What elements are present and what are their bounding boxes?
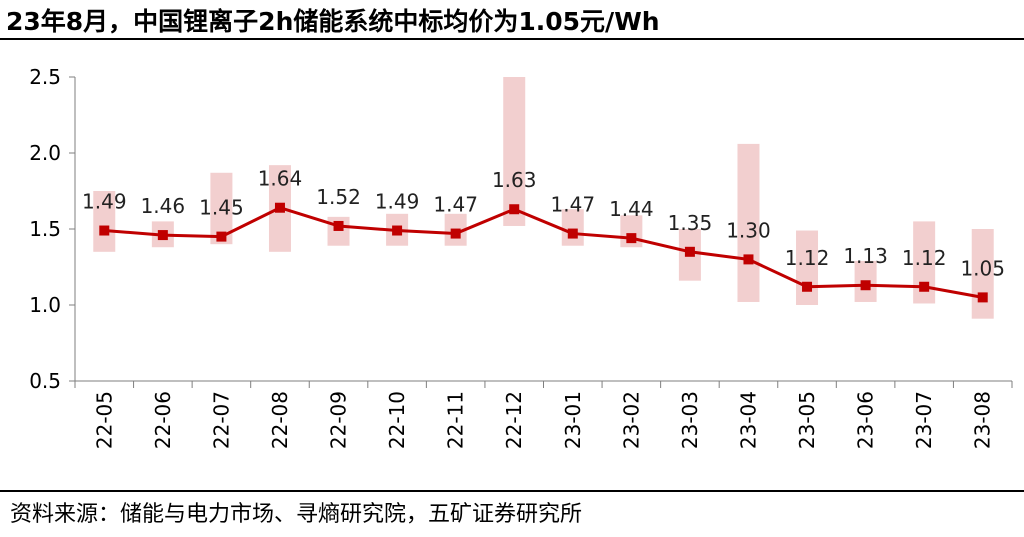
average-price-marker (743, 254, 754, 265)
data-label: 1.47 (433, 193, 478, 217)
x-tick-label: 22-08 (268, 391, 292, 449)
x-tick-label: 23-07 (912, 391, 936, 449)
data-label: 1.45 (199, 196, 244, 220)
data-label: 1.52 (316, 185, 361, 209)
footer-rule (0, 490, 1024, 492)
x-tick-label: 22-07 (209, 391, 233, 449)
data-label: 1.35 (668, 211, 713, 235)
average-price-marker (99, 225, 110, 236)
y-tick-labels: 0.5 1.0 1.5 2.0 2.5 (29, 65, 61, 393)
range-bar (210, 172, 233, 245)
range-bar (503, 77, 526, 226)
y-tick-label: 1.0 (29, 293, 61, 317)
data-label: 1.44 (609, 197, 654, 221)
data-label: 1.30 (726, 218, 771, 242)
x-tick-label: 22-05 (92, 391, 116, 449)
title-underline (0, 38, 1024, 40)
y-tick-label: 2.0 (29, 141, 61, 165)
average-price-polyline (104, 206, 983, 299)
average-price-marker (626, 233, 637, 244)
chart-title: 23年8月，中国锂离子2h储能系统中标均价为1.05元/Wh (6, 7, 660, 36)
x-tick-labels: 22-05 22-06 22-07 22-08 22-09 22-10 22-11 22-12… (92, 391, 994, 449)
x-tick-label: 22-11 (444, 391, 468, 449)
data-labels: 1.49 1.46 1.45 1.64 1.52 1.49 1.47 1.63 1.47 1.44… (82, 167, 1005, 281)
range-bar (93, 191, 116, 252)
average-price-marker (450, 228, 461, 239)
average-price-marker (802, 281, 813, 292)
average-price-marker (860, 280, 871, 291)
average-price-marker (157, 230, 168, 241)
x-tick-label: 23-02 (619, 391, 643, 449)
x-tick-label: 23-05 (795, 391, 819, 449)
average-price-marker (684, 246, 695, 257)
average-price-marker (509, 204, 520, 215)
data-label: 1.46 (141, 194, 186, 218)
x-tick-label: 23-08 (971, 391, 995, 449)
x-tick-label: 23-01 (561, 391, 585, 449)
data-label: 1.63 (492, 168, 537, 192)
average-price-line (104, 206, 983, 299)
average-price-marker (919, 281, 930, 292)
y-tick-label: 1.5 (29, 217, 61, 241)
x-tick-label: 22-10 (385, 391, 409, 449)
axes (69, 76, 1013, 388)
y-tick-label: 0.5 (29, 369, 61, 393)
data-label: 1.47 (551, 193, 596, 217)
average-price-markers (99, 202, 988, 303)
x-tick-label: 23-04 (736, 391, 760, 449)
x-tick-label: 23-06 (854, 391, 878, 449)
average-price-marker (216, 231, 227, 242)
x-tick-label: 23-03 (678, 391, 702, 449)
x-tick-label: 22-12 (502, 391, 526, 449)
y-tick-label: 2.5 (29, 65, 61, 89)
data-label: 1.05 (960, 256, 1005, 280)
data-label: 1.49 (375, 190, 420, 214)
data-label: 1.12 (785, 246, 830, 270)
average-price-marker (333, 220, 344, 231)
x-tick-label: 22-06 (151, 391, 175, 449)
x-tick-label: 22-09 (327, 391, 351, 449)
average-price-marker (274, 202, 285, 213)
average-price-marker (392, 225, 403, 236)
data-label: 1.12 (902, 246, 947, 270)
price-chart: 0.51.01.52.02.5 22-05 22-06 22-07 22-08 22-0… (29, 65, 1013, 449)
source-note: 资料来源：储能与电力市场、寻熵研究院，五矿证券研究所 (10, 502, 583, 527)
average-price-marker (567, 228, 578, 239)
data-label: 1.49 (82, 190, 127, 214)
range-bar (561, 209, 584, 246)
average-price-marker (977, 292, 988, 303)
data-label: 1.64 (258, 167, 303, 191)
range-bar (913, 221, 936, 304)
data-label: 1.13 (843, 244, 888, 268)
